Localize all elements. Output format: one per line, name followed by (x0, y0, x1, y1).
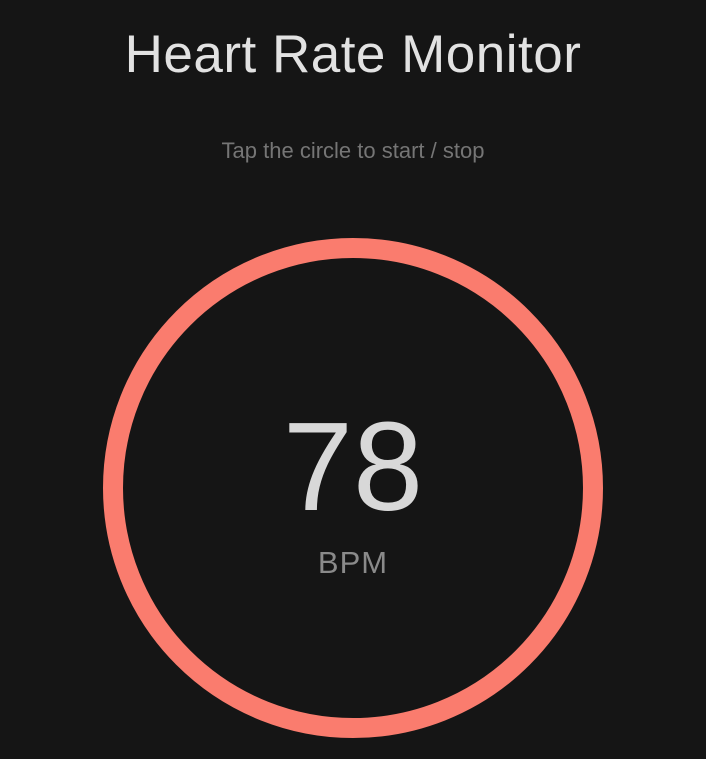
page-title: Heart Rate Monitor (124, 25, 582, 84)
bpm-value: 78 (282, 396, 424, 538)
heart-rate-circle-button[interactable]: 78 BPM (103, 238, 603, 738)
bpm-unit-label: BPM (317, 545, 389, 581)
instruction-text: Tap the circle to start / stop (221, 138, 485, 163)
